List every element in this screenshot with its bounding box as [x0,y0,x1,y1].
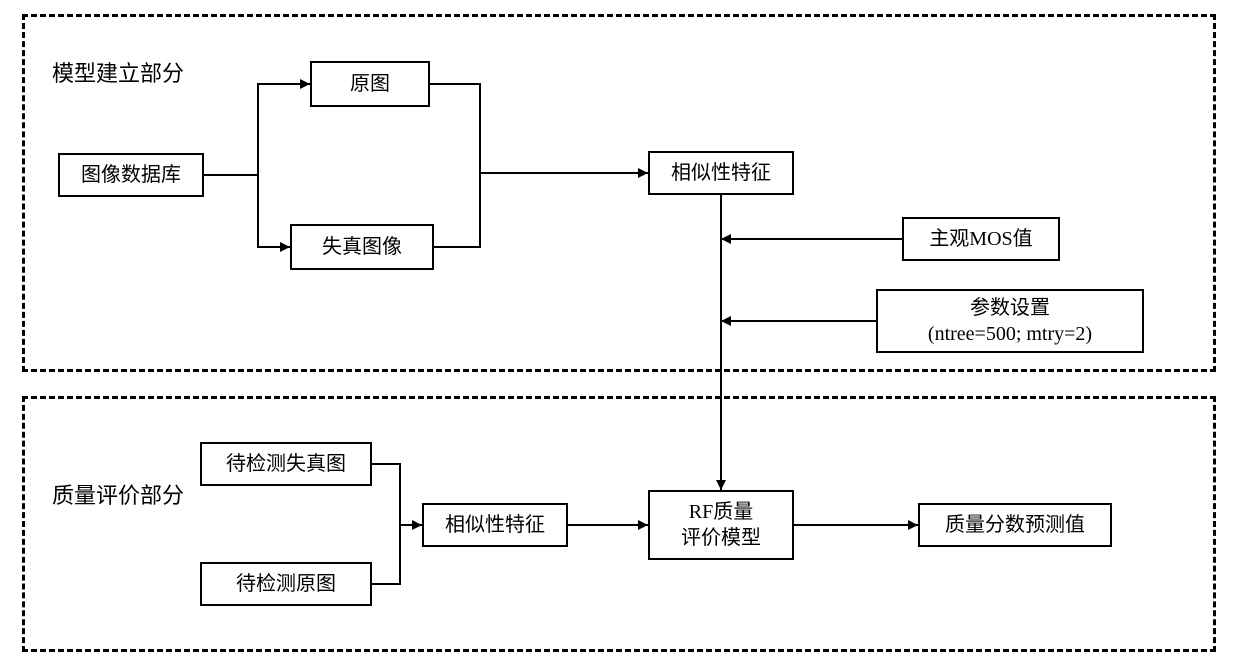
node-image-database: 图像数据库 [58,153,204,197]
node-test-distorted-image: 待检测失真图 [200,442,372,486]
node-similarity-features-top: 相似性特征 [648,151,794,195]
diagram-canvas: 模型建立部分 质量评价部分 图像数据库 原图 失真图像 相似性特征 主观MOS值… [0,0,1240,666]
label-section-bottom: 质量评价部分 [52,478,184,510]
node-original-image: 原图 [310,61,430,107]
label-section-top: 模型建立部分 [52,56,184,88]
node-distorted-image: 失真图像 [290,224,434,270]
node-test-original-image: 待检测原图 [200,562,372,606]
node-rf-quality-model: RF质量 评价模型 [648,490,794,560]
node-subjective-mos: 主观MOS值 [902,217,1060,261]
node-quality-score-prediction: 质量分数预测值 [918,503,1112,547]
node-param-settings: 参数设置 (ntree=500; mtry=2) [876,289,1144,353]
node-similarity-features-bottom: 相似性特征 [422,503,568,547]
